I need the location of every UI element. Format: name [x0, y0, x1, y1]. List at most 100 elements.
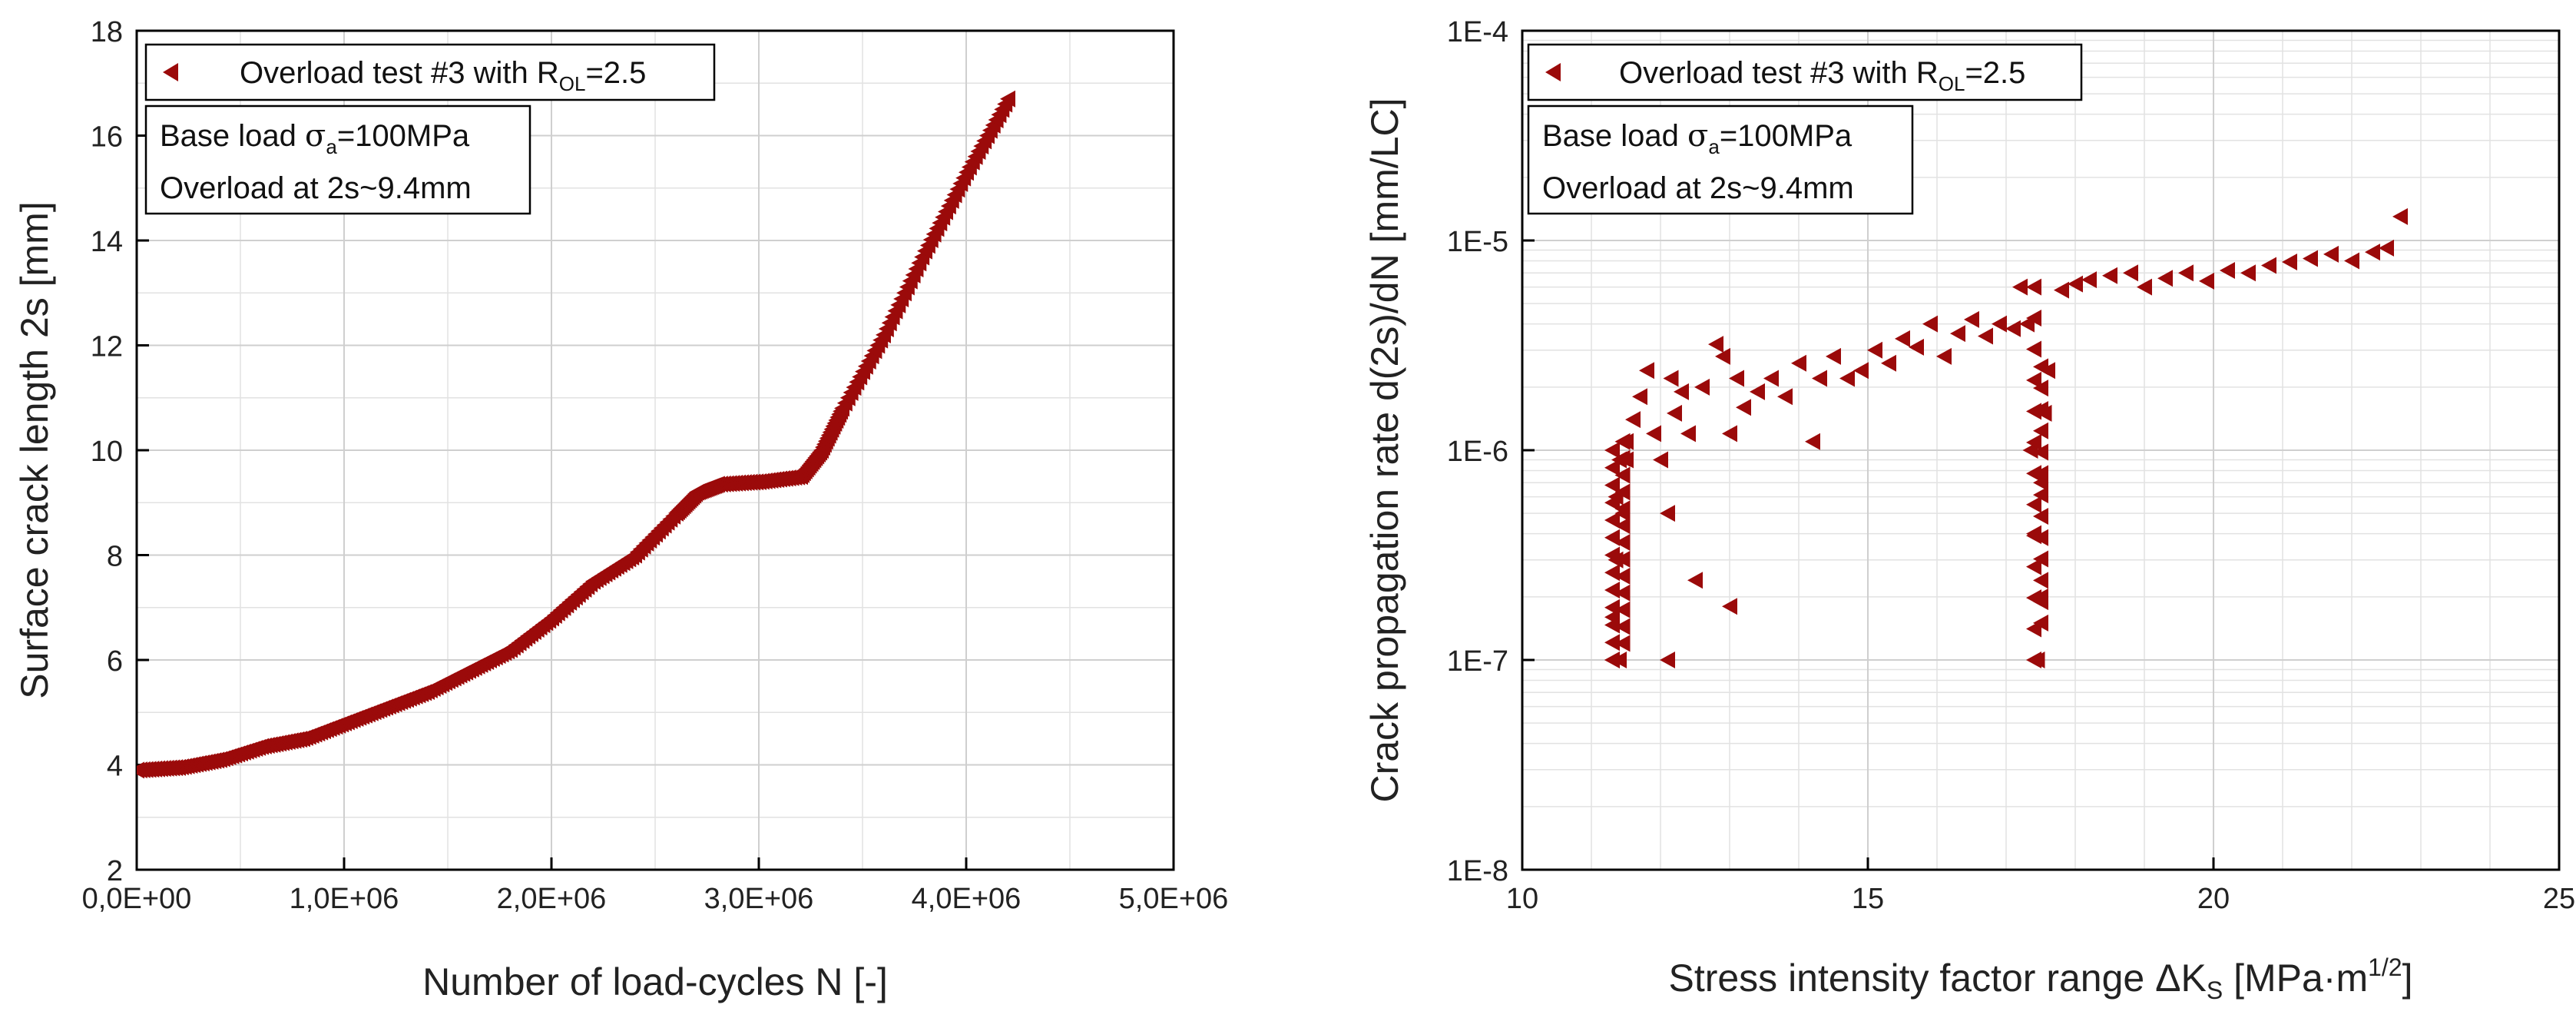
- right-data-point: [1614, 534, 1631, 552]
- right-data-point: [2282, 253, 2297, 270]
- left-x-tick-label: 0,0E+00: [82, 883, 192, 915]
- right-data-point: [2033, 358, 2048, 376]
- right-data-point: [1604, 476, 1620, 494]
- left-chart: 0,0E+00 1,0E+06 2,0E+06 3,0E+06 4,0E+06 5,0E+…: [13, 16, 1228, 1003]
- right-info-line1: Base load σa=100MPa: [1542, 118, 1853, 158]
- right-data-point: [1604, 442, 1620, 459]
- right-x-tick-label: 20: [2197, 883, 2230, 915]
- right-legend-marker: [1545, 63, 1561, 81]
- right-y-tick-label: 1E-8: [1447, 855, 1508, 887]
- left-info-box: Base load σa=100MPa Overload at 2s~9.4mm: [144, 104, 531, 215]
- right-y-tick-label: 1E-5: [1447, 226, 1508, 258]
- right-data-point: [2137, 278, 2152, 296]
- right-data-point: [1614, 466, 1631, 484]
- right-data-point: [2178, 264, 2194, 282]
- left-y-tick-label: 4: [107, 751, 123, 783]
- right-data-point: [1604, 564, 1620, 582]
- right-data-point: [1708, 336, 1723, 353]
- left-ticks: 0,0E+00 1,0E+06 2,0E+06 3,0E+06 4,0E+06 5,0E+…: [82, 16, 1229, 915]
- right-data-point: [2033, 486, 2048, 504]
- right-data-point: [2033, 593, 2048, 611]
- right-data-point: [1639, 362, 1654, 380]
- right-points: [1604, 207, 2408, 668]
- right-data-point: [2005, 320, 2021, 337]
- right-data-point: [1729, 370, 1744, 387]
- right-data-point: [1614, 618, 1631, 635]
- right-data-point: [2033, 529, 2048, 546]
- right-data-point: [1826, 347, 1841, 365]
- right-x-axis-title: Stress intensity factor range ΔKS [MPa·m…: [1668, 953, 2412, 1004]
- left-info-line2: Overload at 2s~9.4mm: [160, 171, 472, 205]
- right-data-point: [1614, 500, 1631, 518]
- right-data-point: [1853, 362, 1869, 380]
- right-data-point: [1632, 388, 1647, 406]
- right-data-point: [1950, 325, 1965, 343]
- right-data-point: [2033, 400, 2048, 418]
- right-data-point: [2033, 572, 2048, 589]
- right-data-point: [2026, 310, 2041, 327]
- right-data-point: [1750, 383, 1765, 400]
- left-legend-box: [144, 43, 716, 101]
- right-info-line2: Overload at 2s~9.4mm: [1542, 171, 1854, 205]
- right-data-point: [1604, 494, 1620, 512]
- right-info-frame: [1527, 104, 1914, 215]
- right-data-point: [1777, 388, 1793, 406]
- left-y-tick-label: 16: [91, 121, 123, 154]
- left-legend: Overload test #3 with ROL=2.5: [144, 43, 716, 101]
- right-data-point: [1722, 425, 1737, 443]
- right-data-point: [2365, 244, 2380, 261]
- right-data-point: [2123, 264, 2138, 282]
- right-data-point: [2240, 264, 2256, 282]
- right-data-point: [1978, 327, 1993, 345]
- right-data-point: [1604, 512, 1620, 529]
- right-legend-box: [1527, 43, 2083, 101]
- right-data-point: [2033, 443, 2048, 461]
- right-data-point: [1614, 449, 1631, 467]
- right-y-axis-title: Crack propagation rate d(2s)/dN [mm/LC]: [1363, 98, 1406, 802]
- right-data-point: [2033, 614, 2048, 632]
- right-data-point: [2026, 371, 2041, 389]
- right-data-point: [1614, 433, 1631, 450]
- right-data-point: [1660, 652, 1675, 668]
- right-data-point: [1646, 425, 1661, 443]
- right-data-point: [2026, 278, 2041, 296]
- right-data-point: [1604, 582, 1620, 599]
- right-y-tick-label: 1E-6: [1447, 436, 1508, 468]
- right-data-point: [1674, 383, 1689, 400]
- right-data-point: [2054, 281, 2069, 299]
- right-data-point: [1922, 315, 1938, 333]
- left-points: [137, 90, 1015, 779]
- left-y-axis-title: Surface crack length 2s [mm]: [13, 201, 56, 698]
- right-data-point: [1694, 378, 1710, 396]
- left-info-frame: [144, 104, 531, 215]
- right-data-point: [2392, 207, 2408, 225]
- left-y-tick-label: 10: [91, 436, 123, 468]
- right-y-tick-label: 1E-7: [1447, 645, 1508, 678]
- right-data-point: [2012, 278, 2028, 296]
- left-y-tick-label: 6: [107, 645, 123, 678]
- right-data-point: [1614, 483, 1631, 501]
- right-data-point: [1614, 584, 1631, 602]
- left-legend-marker: [163, 63, 178, 81]
- right-data-point: [2344, 252, 2359, 270]
- right-data-point: [1964, 310, 1979, 328]
- left-y-tick-label: 18: [91, 16, 123, 48]
- right-data-point: [1936, 347, 1952, 365]
- right-data-point: [1812, 370, 1827, 387]
- left-y-tick-label: 2: [107, 855, 123, 887]
- right-data-point: [1614, 635, 1631, 652]
- right-data-point: [1867, 341, 1882, 359]
- right-data-point: [2026, 340, 2041, 358]
- left-data-point: [1000, 90, 1015, 108]
- right-data-point: [1763, 370, 1779, 387]
- right-data-point: [2323, 245, 2339, 263]
- left-info-line1: Base load σa=100MPa: [160, 118, 470, 158]
- right-data-point: [2220, 261, 2235, 279]
- right-info-box: Base load σa=100MPa Overload at 2s~9.4mm: [1527, 104, 1914, 215]
- left-x-tick-label: 1,0E+06: [290, 883, 399, 915]
- right-chart: 10 15 20 25 1E-8 1E-7 1E-6 1E-5 1E-4 Overload te…: [1363, 16, 2575, 1004]
- left-y-tick-label: 8: [107, 541, 123, 573]
- right-data-point: [1604, 599, 1620, 616]
- left-x-tick-label: 2,0E+06: [497, 883, 607, 915]
